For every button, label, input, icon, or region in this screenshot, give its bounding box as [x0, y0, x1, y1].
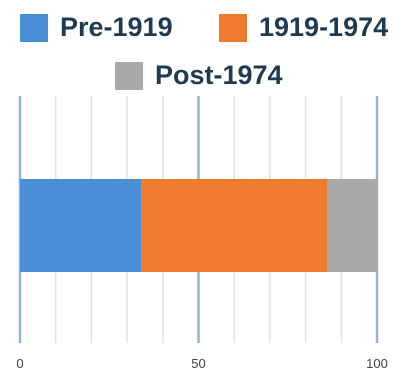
- legend-item: 1919-1974: [219, 12, 388, 42]
- legend-swatch: [20, 14, 48, 42]
- legend-swatch: [219, 14, 247, 42]
- x-tick-label: 100: [366, 356, 388, 371]
- legend: Pre-1919 1919-1974 Post-1974: [20, 12, 388, 90]
- bar-segment-pre-1919: [20, 179, 142, 272]
- legend-label: Post-1974: [155, 60, 283, 90]
- legend-item: Post-1974: [115, 60, 283, 90]
- legend-label: Pre-1919: [60, 12, 173, 42]
- legend-swatch: [115, 62, 143, 90]
- x-axis-ticks: 0 50 100: [16, 356, 387, 371]
- bar-segment-1919-1974: [141, 179, 328, 272]
- legend-label: 1919-1974: [259, 12, 388, 42]
- legend-item: Pre-1919: [20, 12, 173, 42]
- bars: [20, 179, 377, 272]
- bar-segment-post-1974: [327, 179, 377, 272]
- x-tick-label: 50: [191, 356, 205, 371]
- x-tick-label: 0: [16, 356, 23, 371]
